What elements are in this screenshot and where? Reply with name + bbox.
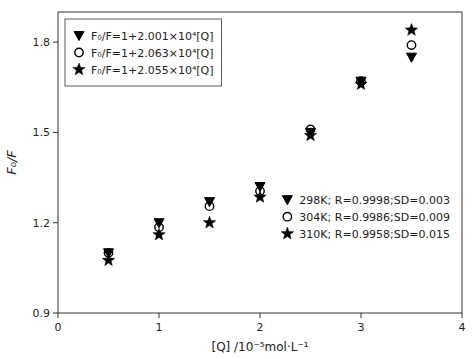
legend-label: 310K; R=0.9958;SD=0.015 bbox=[299, 228, 450, 241]
legend: 298K; R=0.9998;SD=0.003 304K; R=0.9986;SD… bbox=[281, 194, 450, 241]
point bbox=[407, 41, 415, 49]
equation-box: F₀/F=1+2.001×10⁴[Q] F₀/F=1+2.063×10⁴[Q] F₀… bbox=[65, 19, 222, 86]
legend-marker bbox=[282, 196, 292, 205]
x-tick bbox=[58, 313, 59, 318]
y-tick-label: 1.8 bbox=[33, 36, 51, 49]
x-tick-label: 0 bbox=[55, 321, 62, 334]
plot-frame bbox=[58, 12, 462, 313]
y-axis-label: F₀/F bbox=[4, 150, 19, 175]
x-axis-label: [Q] /10⁻⁵mol·L⁻¹ bbox=[211, 340, 308, 354]
point bbox=[203, 216, 215, 228]
chart: 0 1 2 3 4 0.9 1.2 1.5 1.8 [Q] /10⁻⁵mol·L⁻¹ F₀/F F₀/… bbox=[0, 0, 474, 359]
legend-marker bbox=[281, 227, 293, 239]
legend-marker bbox=[75, 48, 83, 56]
point bbox=[254, 191, 266, 203]
y-tick bbox=[53, 42, 58, 43]
y-tick-label: 0.9 bbox=[33, 307, 51, 320]
y-tick bbox=[53, 132, 58, 133]
point bbox=[355, 78, 367, 90]
y-tick-label: 1.2 bbox=[33, 217, 51, 230]
y-tick-label: 1.5 bbox=[33, 126, 51, 139]
y-tick bbox=[53, 313, 58, 314]
legend-marker bbox=[73, 63, 85, 75]
point bbox=[205, 202, 213, 210]
point bbox=[102, 254, 114, 266]
point bbox=[407, 53, 417, 62]
annotation: F₀/F=1+2.063×10⁴[Q] bbox=[91, 47, 214, 60]
legend-label: 298K; R=0.9998;SD=0.003 bbox=[299, 194, 450, 207]
legend-label: 304K; R=0.9986;SD=0.009 bbox=[299, 211, 450, 224]
x-tick bbox=[159, 313, 160, 318]
x-tick bbox=[361, 313, 362, 318]
point bbox=[405, 24, 417, 36]
x-tick-label: 4 bbox=[459, 321, 466, 334]
x-tick-label: 2 bbox=[257, 321, 264, 334]
point bbox=[304, 129, 316, 141]
x-tick bbox=[260, 313, 261, 318]
legend-marker bbox=[74, 32, 84, 41]
x-tick-label: 1 bbox=[156, 321, 163, 334]
x-tick bbox=[462, 313, 463, 318]
equation-box-frame bbox=[65, 19, 222, 86]
y-tick bbox=[53, 222, 58, 223]
x-tick-label: 3 bbox=[358, 321, 365, 334]
point bbox=[153, 228, 165, 240]
annotation: F₀/F=1+2.055×10⁴[Q] bbox=[91, 64, 214, 77]
annotation: F₀/F=1+2.001×10⁴[Q] bbox=[91, 30, 214, 43]
legend-marker bbox=[283, 212, 291, 220]
